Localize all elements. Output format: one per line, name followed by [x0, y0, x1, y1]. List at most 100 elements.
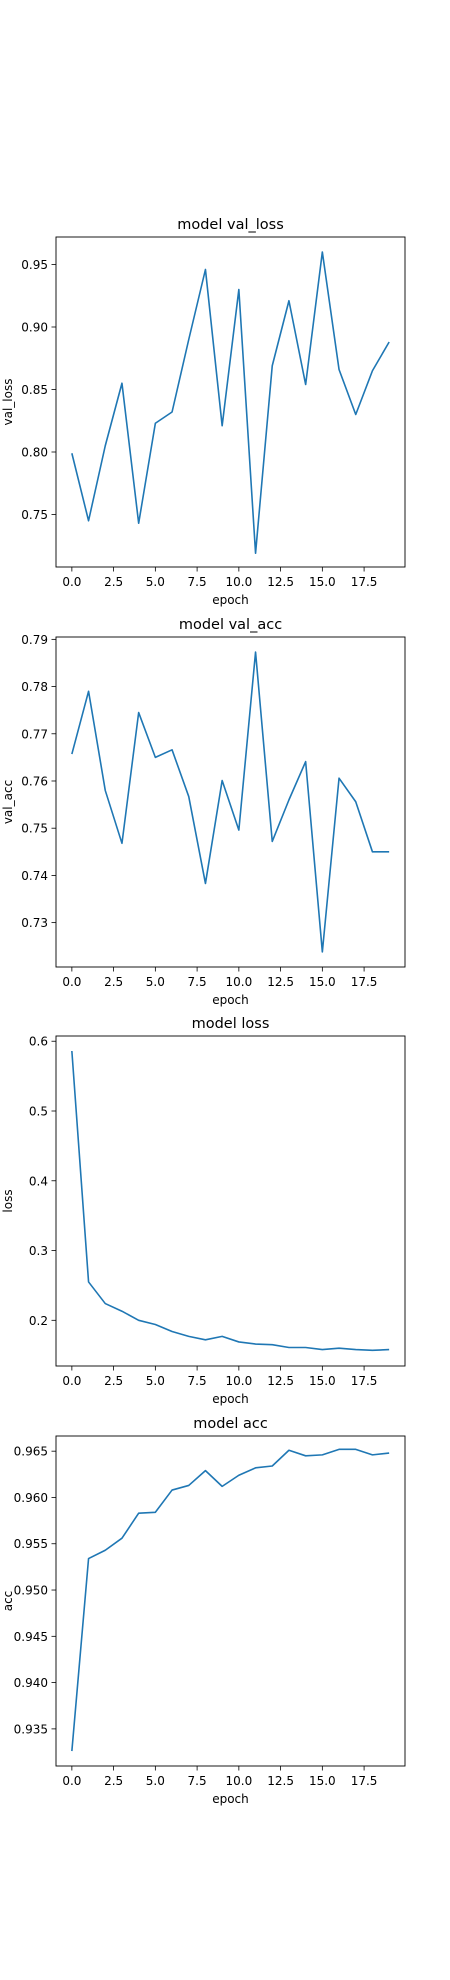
y-tick-label: 0.90 [21, 321, 48, 335]
x-tick-label: 7.5 [188, 575, 207, 589]
x-tick-label: 15.0 [309, 575, 336, 589]
y-tick-label: 0.95 [21, 258, 48, 272]
data-point [238, 1474, 240, 1476]
data-point [321, 1348, 323, 1350]
y-axis-label: val_loss [1, 379, 15, 426]
x-tick-label: 0.0 [62, 1774, 81, 1788]
data-point [271, 840, 273, 842]
y-tick-label: 0.945 [14, 1630, 48, 1644]
data-point [254, 1343, 256, 1345]
y-tick-label: 0.965 [14, 1445, 48, 1459]
data-point [304, 1346, 306, 1348]
x-tick-label: 12.5 [267, 1374, 294, 1388]
y-tick-label: 0.960 [14, 1491, 48, 1505]
data-point [188, 1484, 190, 1486]
data-point [355, 413, 357, 415]
x-tick-label: 5.0 [146, 1774, 165, 1788]
data-point [87, 1281, 89, 1283]
data-point [221, 1485, 223, 1487]
data-point [338, 1448, 340, 1450]
x-tick-label: 10.0 [225, 575, 252, 589]
data-point [188, 338, 190, 340]
data-point [204, 1339, 206, 1341]
data-point [104, 445, 106, 447]
y-tick-label: 0.76 [21, 774, 48, 788]
data-point [204, 882, 206, 884]
series-line [71, 1050, 390, 1352]
data-point [221, 425, 223, 427]
data-point [204, 268, 206, 270]
plot-frame [55, 1035, 406, 1367]
y-tick-label: 0.5 [29, 1105, 48, 1119]
chart-title: model val_loss [177, 217, 284, 233]
data-point [371, 370, 373, 372]
y-tick-label: 0.85 [21, 383, 48, 397]
x-tick-label: 17.5 [351, 975, 378, 989]
data-point [71, 452, 73, 454]
data-point [338, 777, 340, 779]
x-tick-label: 15.0 [309, 1374, 336, 1388]
y-axis-label: acc [1, 1591, 15, 1612]
y-tick-label: 0.73 [21, 916, 48, 930]
x-tick-label: 7.5 [188, 1374, 207, 1388]
data-point [137, 1319, 139, 1321]
data-point [137, 711, 139, 713]
data-point [171, 1330, 173, 1332]
data-point [121, 382, 123, 384]
x-tick-label: 7.5 [188, 975, 207, 989]
chart-1: model val_acc 0.0 2.5 5.0 7.5 10.0 12.5 15.0 17.… [1, 617, 406, 1007]
data-point [371, 1454, 373, 1456]
y-tick-label: 0.6 [29, 1035, 48, 1049]
data-point [271, 1344, 273, 1346]
x-tick-label: 17.5 [351, 1374, 378, 1388]
data-point [371, 851, 373, 853]
data-point [171, 411, 173, 413]
x-tick-label: 5.0 [146, 575, 165, 589]
data-point [204, 1469, 206, 1471]
x-tick-label: 0.0 [62, 575, 81, 589]
data-point [137, 522, 139, 524]
data-point [288, 300, 290, 302]
data-point [121, 1537, 123, 1539]
x-tick-label: 2.5 [104, 975, 123, 989]
data-point [271, 1465, 273, 1467]
data-point [221, 779, 223, 781]
x-tick-label: 5.0 [146, 975, 165, 989]
y-axis-label: val_acc [1, 780, 15, 824]
data-point [87, 690, 89, 692]
data-point [355, 801, 357, 803]
y-tick-label: 0.80 [21, 446, 48, 460]
series-line [71, 651, 390, 953]
x-tick-label: 2.5 [104, 1374, 123, 1388]
data-point [288, 1449, 290, 1451]
data-point [121, 842, 123, 844]
data-point [388, 1348, 390, 1350]
chart-2: model loss 0.0 2.5 5.0 7.5 10.0 12.5 15.0 17.5 0.… [1, 1016, 406, 1406]
y-tick-label: 0.77 [21, 727, 48, 741]
data-point [388, 851, 390, 853]
y-tick-label: 0.79 [21, 633, 48, 647]
data-point [321, 951, 323, 953]
x-tick-label: 0.0 [62, 1374, 81, 1388]
chart-0: model val_loss 0.0 2.5 5.0 7.5 10.0 12.5 15.0 17… [1, 217, 406, 607]
chart-3: model acc 0.0 2.5 5.0 7.5 10.0 12.5 15.0 17.5 0.9… [1, 1416, 406, 1806]
data-point [154, 756, 156, 758]
y-tick-label: 0.75 [21, 822, 48, 836]
chart-title: model loss [192, 1016, 270, 1032]
data-point [71, 1050, 73, 1052]
x-tick-label: 17.5 [351, 1774, 378, 1788]
data-point [87, 1557, 89, 1559]
y-tick-label: 0.950 [14, 1584, 48, 1598]
data-point [71, 753, 73, 755]
x-tick-label: 12.5 [267, 975, 294, 989]
data-point [171, 1489, 173, 1491]
x-tick-label: 12.5 [267, 575, 294, 589]
data-point [321, 251, 323, 253]
y-tick-label: 0.3 [29, 1244, 48, 1258]
data-point [188, 795, 190, 797]
data-point [388, 341, 390, 343]
y-tick-label: 0.2 [29, 1314, 48, 1328]
series-line [71, 251, 390, 555]
data-point [104, 789, 106, 791]
